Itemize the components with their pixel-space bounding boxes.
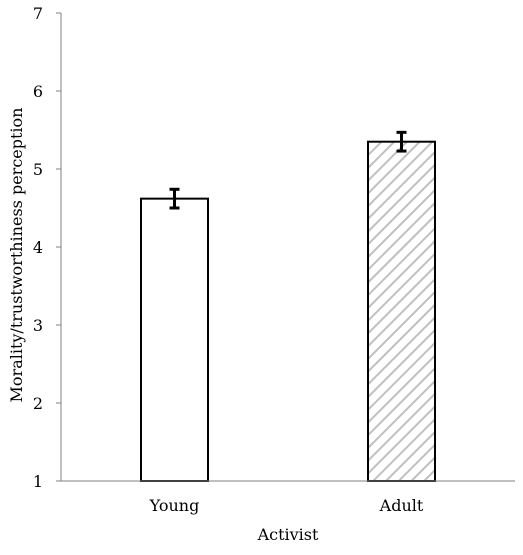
y-tick-label-6: 6 [33,82,43,101]
y-tick-label-5: 5 [33,160,43,179]
bar-young [140,197,209,482]
y-tick-label-4: 4 [33,238,43,257]
y-tick-label-1: 1 [33,472,43,491]
y-tick-label-7: 7 [33,4,43,23]
x-tick-label-adult: Adult [379,496,424,515]
y-tick-label-2: 2 [33,394,43,413]
x-tick-label-young: Young [149,496,200,515]
bars [140,130,436,482]
axes [56,12,515,482]
x-axis-title: Activist [257,525,319,544]
labels: Young Adult 1 2 3 4 5 6 7 Activist Morality/trustw… [7,4,424,544]
bar-adult [367,140,436,482]
y-tick-label-3: 3 [33,316,43,335]
y-axis-title: Morality/trustworthiness perception [7,108,26,403]
